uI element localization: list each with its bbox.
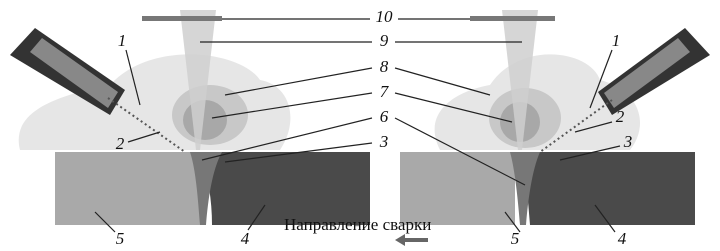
label: 2 [616, 107, 625, 126]
label: 8 [380, 57, 389, 76]
label: 6 [380, 107, 389, 126]
label: 9 [380, 31, 389, 50]
label: 4 [241, 229, 250, 248]
label: 5 [116, 229, 125, 248]
right-scene [400, 10, 710, 232]
label: 2 [116, 134, 125, 153]
label: 4 [618, 229, 627, 248]
label: 1 [118, 31, 127, 50]
weld-pool [522, 152, 695, 225]
direction-arrow [395, 234, 428, 246]
welding-diagram: 10 9 8 7 6 3 1 2 5 4 1 2 3 5 4 Направлен… [0, 0, 720, 251]
left-scene [10, 10, 370, 232]
label: 10 [376, 7, 394, 26]
plate-solid [55, 152, 200, 225]
leader [395, 68, 490, 95]
label: 7 [380, 82, 390, 101]
label: 1 [612, 31, 621, 50]
rod [470, 16, 555, 21]
label: 3 [623, 132, 633, 151]
rod [142, 16, 222, 21]
label: 3 [379, 132, 389, 151]
direction-caption: Направление сварки [284, 215, 431, 234]
label: 5 [511, 229, 520, 248]
